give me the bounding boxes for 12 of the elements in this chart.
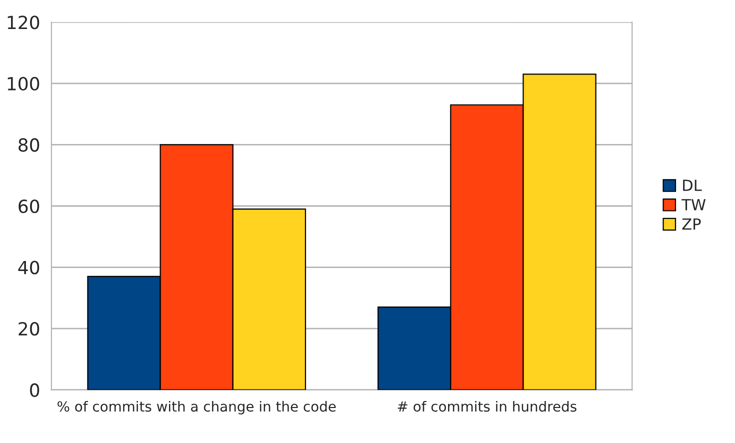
y-tick-label: 0 <box>30 383 40 397</box>
y-tick-label: 100 <box>8 76 40 91</box>
legend-label: ZP <box>682 218 701 230</box>
y-tick-label: 80 <box>18 138 40 152</box>
x-tick-label: # of commits in hundreds <box>398 400 576 412</box>
y-tick-label: 20 <box>18 322 40 336</box>
y-tick-label: 40 <box>18 260 40 274</box>
legend-label: DL <box>683 180 702 191</box>
y-tick-label: 60 <box>18 199 40 214</box>
y-tick-label: 120 <box>8 16 40 30</box>
legend-label: TW <box>682 199 706 210</box>
x-tick-label: % of commits with a change in the code <box>58 400 336 414</box>
